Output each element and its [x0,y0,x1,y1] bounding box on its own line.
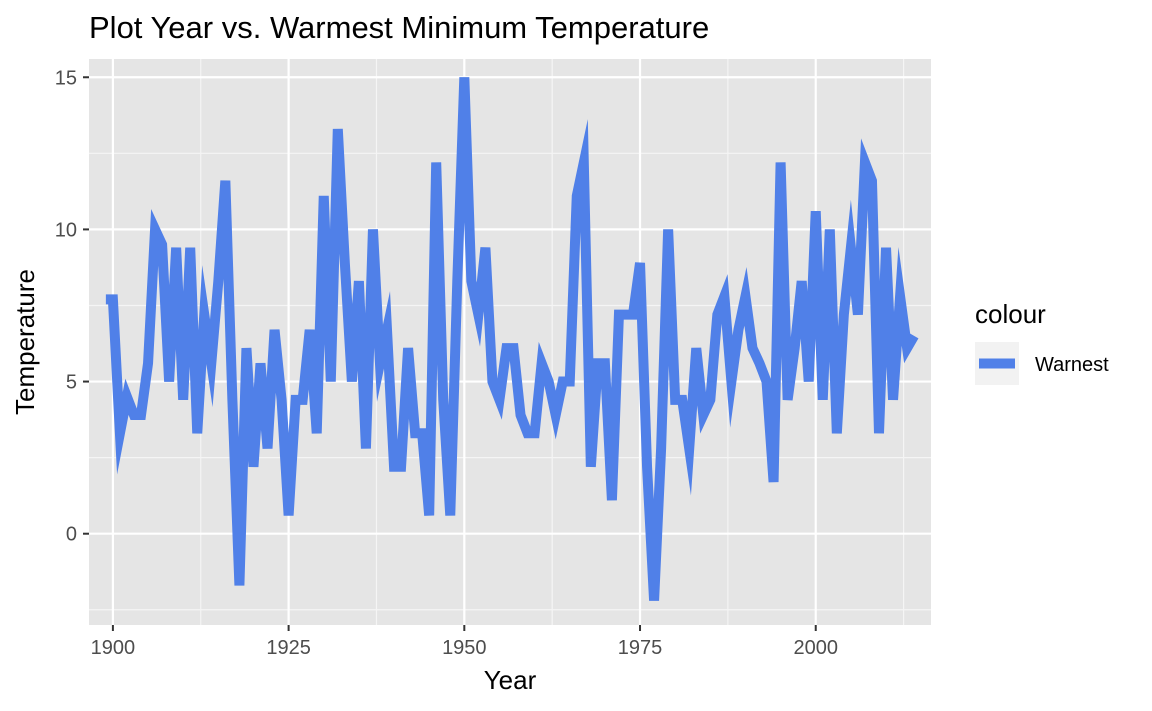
y-tick-label: 0 [66,524,77,546]
x-tick-label: 1925 [266,637,311,659]
y-axis-title: Temperature [10,269,40,415]
x-tick-label: 1950 [442,637,487,659]
x-axis: 1900 1925 1950 1975 2000 [91,625,838,659]
y-tick-label: 5 [66,372,77,394]
legend: colour Warnest [975,299,1109,385]
x-tick-label: 1900 [91,637,136,659]
series-layer [105,77,919,601]
chart-title: Plot Year vs. Warmest Minimum Temperatur… [89,10,709,45]
x-axis-title: Year [484,665,537,695]
y-axis: 0 5 10 15 [55,67,89,546]
legend-label-warnest: Warnest [1035,354,1109,376]
series-line-warnest [105,77,919,601]
x-tick-label: 1975 [618,637,663,659]
legend-title: colour [975,299,1046,329]
y-tick-label: 15 [55,67,77,89]
x-tick-label: 2000 [793,637,838,659]
y-tick-label: 10 [55,219,77,241]
